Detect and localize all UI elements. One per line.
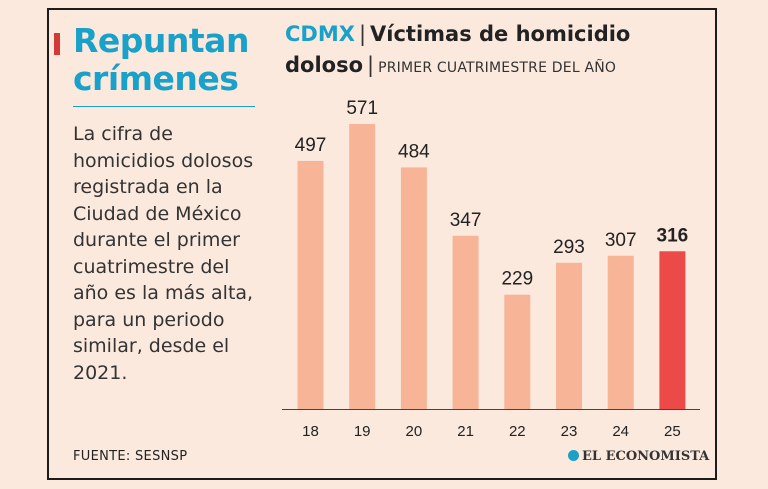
chart-subtitle: PRIMER CUATRIMESTRE DEL AÑO — [378, 60, 617, 76]
bar-23 — [556, 262, 582, 409]
x-tick-label-18: 18 — [302, 423, 319, 440]
bar-22 — [504, 294, 531, 409]
chart-title-line-1: CDMX | Víctimas de homicidio — [285, 22, 630, 46]
x-tick-label-20: 20 — [406, 423, 423, 440]
headline-accent-bar — [54, 33, 60, 55]
publisher-logo: EL ECONOMISTA — [568, 449, 709, 464]
source-note: FUENTE: SESNSP — [73, 449, 188, 464]
value-label-25: 316 — [657, 225, 689, 246]
headline-line-2: crímenes — [73, 59, 239, 98]
headline-line-1: Repuntan — [73, 21, 249, 60]
bar-25 — [659, 251, 686, 409]
value-label-22: 229 — [501, 269, 533, 290]
chart-frame — [47, 8, 717, 480]
title-separator: | — [358, 22, 367, 46]
title-region: CDMX — [285, 22, 355, 46]
bar-21 — [452, 235, 479, 409]
x-tick-label-24: 24 — [612, 423, 629, 440]
value-label-20: 484 — [398, 141, 430, 162]
title-main-part-2: doloso — [285, 53, 364, 77]
headline-divider — [73, 106, 255, 107]
x-tick-label-25: 25 — [664, 423, 681, 440]
x-tick-label-21: 21 — [457, 423, 474, 440]
headline: Repuntan crímenes — [73, 22, 263, 98]
publisher-name: EL ECONOMISTA — [582, 449, 710, 464]
bar-18 — [297, 160, 324, 409]
value-label-18: 497 — [295, 135, 327, 156]
value-label-21: 347 — [450, 210, 482, 231]
description-text: La cifra de homicidios dolosos registrad… — [73, 123, 254, 384]
value-label-23: 293 — [553, 237, 585, 258]
bar-20 — [400, 167, 427, 409]
value-label-24: 307 — [605, 230, 637, 251]
x-tick-label-22: 22 — [509, 423, 526, 440]
title-main-part-1: Víctimas de homicidio — [370, 22, 631, 46]
globe-icon — [568, 450, 579, 461]
x-tick-label-19: 19 — [354, 423, 371, 440]
value-label-19: 571 — [346, 98, 378, 119]
x-tick-label-23: 23 — [561, 423, 578, 440]
subtitle-separator: | — [367, 53, 375, 77]
bar-19 — [349, 124, 376, 409]
bar-24 — [607, 255, 634, 409]
chart-title-line-2: doloso | PRIMER CUATRIMESTRE DEL AÑO — [285, 53, 616, 77]
